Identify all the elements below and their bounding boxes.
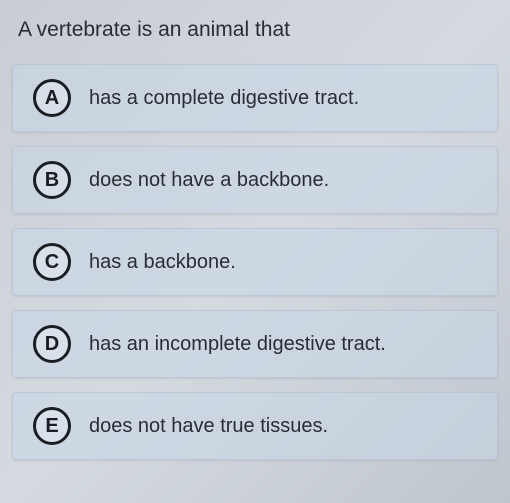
choice-a[interactable]: A has a complete digestive tract. — [12, 64, 498, 132]
choice-a-text: has a complete digestive tract. — [89, 87, 359, 110]
choice-e-letter: E — [33, 407, 71, 445]
choice-d[interactable]: D has an incomplete digestive tract. — [12, 310, 498, 378]
choice-d-text: has an incomplete digestive tract. — [89, 333, 386, 356]
question-prompt: A vertebrate is an animal that — [12, 18, 498, 42]
choice-a-letter: A — [33, 79, 71, 117]
choice-d-letter: D — [33, 325, 71, 363]
choice-b[interactable]: B does not have a backbone. — [12, 146, 498, 214]
choice-b-text: does not have a backbone. — [89, 169, 329, 192]
choice-c-text: has a backbone. — [89, 251, 236, 274]
choice-c[interactable]: C has a backbone. — [12, 228, 498, 296]
choice-c-letter: C — [33, 243, 71, 281]
choice-e-text: does not have true tissues. — [89, 415, 328, 438]
choice-b-letter: B — [33, 161, 71, 199]
choice-e[interactable]: E does not have true tissues. — [12, 392, 498, 460]
choices-list: A has a complete digestive tract. B does… — [12, 64, 498, 460]
